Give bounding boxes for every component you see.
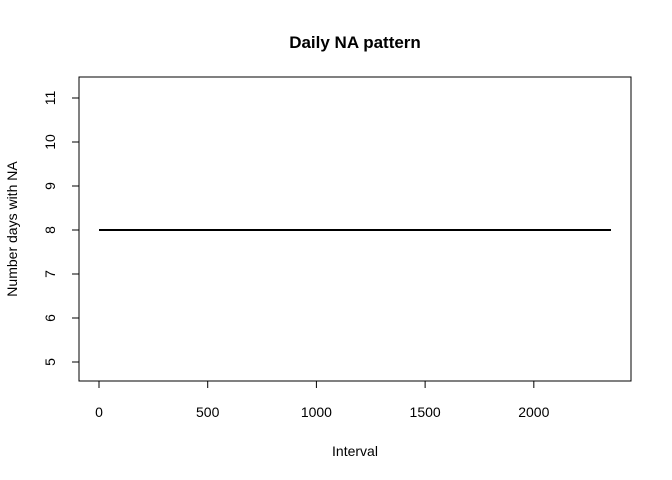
chart-title: Daily NA pattern — [289, 33, 421, 52]
y-tick-label: 9 — [42, 182, 58, 190]
y-tick-label: 8 — [42, 226, 58, 234]
x-tick-label: 2000 — [518, 404, 549, 420]
x-tick-label: 500 — [196, 404, 220, 420]
x-tick-label: 1000 — [301, 404, 332, 420]
x-axis-label: Interval — [332, 443, 378, 459]
y-axis-label: Number days with NA — [4, 161, 20, 297]
x-axis: 0 500 1000 1500 2000 — [95, 380, 550, 420]
y-tick-label: 5 — [42, 358, 58, 366]
x-tick-label: 1500 — [410, 404, 441, 420]
y-tick-label: 10 — [42, 134, 58, 150]
y-axis: 5 6 7 8 9 10 11 — [42, 91, 80, 366]
x-tick-label: 0 — [95, 404, 103, 420]
y-tick-label: 6 — [42, 314, 58, 322]
y-tick-label: 11 — [42, 91, 58, 106]
y-tick-label: 7 — [42, 270, 58, 278]
